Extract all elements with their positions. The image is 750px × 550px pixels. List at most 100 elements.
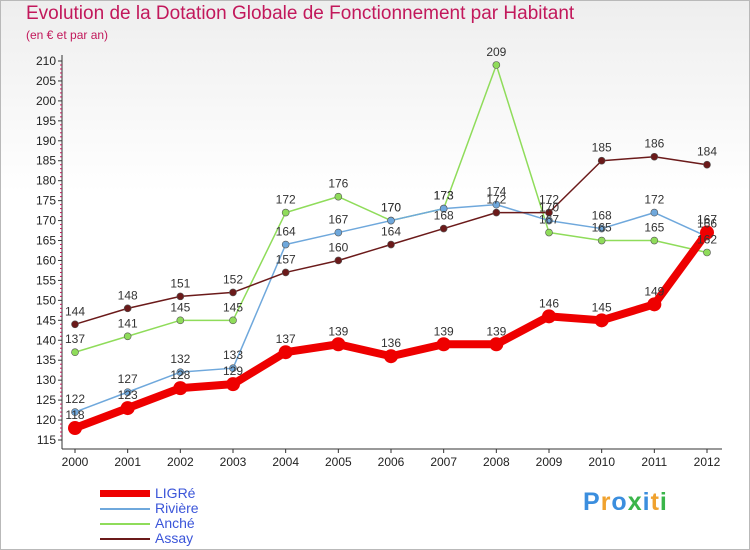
data-point xyxy=(176,292,185,301)
data-point xyxy=(647,297,662,312)
data-label: 173 xyxy=(434,189,454,203)
data-label: 172 xyxy=(539,193,559,207)
data-label: 145 xyxy=(223,300,243,314)
data-point xyxy=(334,192,343,201)
data-label: 128 xyxy=(170,368,190,382)
data-point xyxy=(545,208,553,217)
data-point xyxy=(650,152,659,161)
y-tick-label: 170 xyxy=(36,214,56,228)
x-tick-label: 2004 xyxy=(272,455,299,469)
data-point xyxy=(281,240,290,249)
y-tick-label: 130 xyxy=(36,373,56,387)
data-label: 170 xyxy=(381,201,401,215)
y-tick-label: 165 xyxy=(36,234,56,248)
data-label: 137 xyxy=(276,332,296,346)
data-label: 174 xyxy=(486,185,506,199)
data-label: 141 xyxy=(118,316,138,330)
legend-swatch xyxy=(100,538,150,540)
data-point xyxy=(650,236,659,245)
data-point xyxy=(281,208,290,217)
data-point xyxy=(68,421,82,436)
y-tick-label: 155 xyxy=(36,273,56,287)
data-label: 164 xyxy=(381,225,401,239)
x-tick-label: 2001 xyxy=(114,455,141,469)
legend-label: Rivière xyxy=(155,500,199,516)
y-tick-label: 200 xyxy=(36,94,56,108)
y-tick-label: 160 xyxy=(36,253,56,267)
data-label: 123 xyxy=(118,388,138,402)
data-point xyxy=(436,337,451,352)
data-point xyxy=(597,236,606,245)
data-label: 145 xyxy=(592,300,612,314)
y-tick-label: 150 xyxy=(36,293,56,307)
data-label: 139 xyxy=(434,324,454,338)
data-label: 146 xyxy=(539,296,559,310)
data-point xyxy=(71,408,79,416)
data-point xyxy=(71,348,79,357)
data-label: 137 xyxy=(65,332,85,346)
y-tick-label: 185 xyxy=(36,154,56,168)
data-point xyxy=(71,320,79,329)
axes: 115 120 125 130 135 140 145 150 155 160 165 170 175 1… xyxy=(36,54,722,469)
data-label: 136 xyxy=(381,336,401,350)
y-tick-label: 140 xyxy=(36,333,56,347)
data-point xyxy=(226,377,240,392)
x-tick-label: 2008 xyxy=(483,455,510,469)
data-label: 176 xyxy=(328,177,348,191)
data-label: 170 xyxy=(539,201,559,215)
data-label: 165 xyxy=(644,221,664,235)
y-tick-label: 205 xyxy=(36,74,56,88)
data-label: 133 xyxy=(223,348,243,362)
y-tick-label: 120 xyxy=(36,413,56,427)
x-tick-label: 2006 xyxy=(378,455,405,469)
data-label: 144 xyxy=(65,304,85,318)
data-point xyxy=(176,368,185,376)
data-point xyxy=(597,156,606,165)
data-point xyxy=(439,224,448,233)
data-point xyxy=(229,364,237,372)
x-tick-label: 2003 xyxy=(220,455,247,469)
data-label: 160 xyxy=(328,240,348,254)
x-tick-label: 2007 xyxy=(430,455,457,469)
legend-item-rivière: Rivière xyxy=(100,500,260,516)
x-tick-label: 2005 xyxy=(325,455,352,469)
x-tick-label: 2012 xyxy=(694,455,721,469)
data-point xyxy=(703,248,711,257)
data-point xyxy=(334,256,343,265)
data-point xyxy=(492,61,501,69)
data-label: 167 xyxy=(697,213,717,227)
data-label: 148 xyxy=(118,288,138,302)
legend-label: Anché xyxy=(155,515,195,531)
data-label: 209 xyxy=(486,45,506,59)
x-tick-label: 2011 xyxy=(641,455,667,469)
data-label: 168 xyxy=(434,209,454,223)
data-point xyxy=(545,216,553,225)
y-tick-label: 190 xyxy=(36,134,56,148)
data-label: 186 xyxy=(644,137,664,151)
data-label: 127 xyxy=(118,372,138,386)
data-label: 122 xyxy=(65,392,85,406)
data-point xyxy=(492,200,501,209)
data-label: 167 xyxy=(539,213,559,227)
data-label: 173 xyxy=(434,189,454,203)
data-point xyxy=(173,381,188,396)
y-tick-label: 195 xyxy=(36,114,56,128)
data-label: 184 xyxy=(697,145,717,159)
data-point xyxy=(120,401,135,416)
data-point xyxy=(542,309,556,324)
data-label: 145 xyxy=(170,300,190,314)
chart-subtitle: (en € et par an) xyxy=(26,28,109,42)
data-point xyxy=(439,204,448,213)
proxiti-logo: Proxiti xyxy=(583,488,668,516)
data-point xyxy=(334,228,343,237)
data-point xyxy=(176,316,185,325)
data-label: 149 xyxy=(644,284,664,298)
x-tick-label: 2010 xyxy=(588,455,615,469)
data-label: 166 xyxy=(697,217,717,231)
legend-item-ligré: LIGRé xyxy=(100,485,260,501)
data-point xyxy=(387,216,395,225)
legend-item-anché: Anché xyxy=(100,515,260,531)
data-point xyxy=(123,332,132,341)
data-label: 132 xyxy=(170,352,190,366)
